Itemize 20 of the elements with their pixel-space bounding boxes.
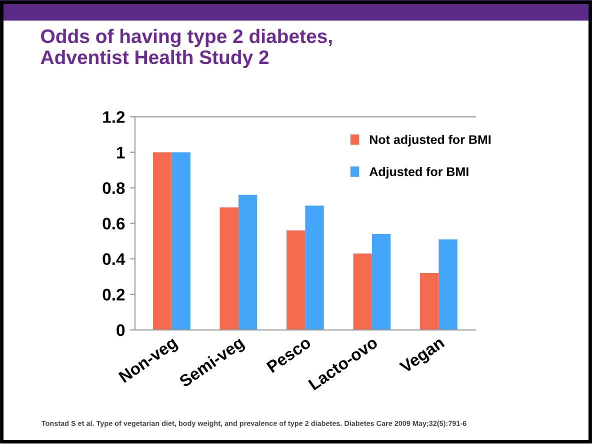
y-tick-label: 0 (116, 324, 125, 336)
y-tick-label: 0.6 (102, 218, 125, 230)
y-tick-label: 0.2 (102, 288, 125, 301)
bar (220, 207, 238, 330)
bar (286, 230, 306, 330)
bar (305, 206, 324, 330)
y-tick-label: 1.2 (103, 111, 125, 123)
y-tick-label: 0.4 (102, 253, 126, 266)
y-tick-label: 0.8 (102, 182, 125, 194)
bar (438, 239, 458, 330)
bar (353, 254, 372, 330)
bar (420, 273, 439, 330)
chart-title: Odds of having type 2 diabetes, Adventist Health Study 2 (40, 28, 332, 68)
legend-label: Adjusted for BMI (369, 166, 468, 179)
bar (372, 234, 391, 330)
bar (152, 152, 172, 330)
bar (238, 194, 258, 330)
bar (172, 152, 190, 330)
y-tick-label: 1 (117, 146, 125, 158)
legend-label: Not adjusted for BMI (370, 134, 491, 147)
